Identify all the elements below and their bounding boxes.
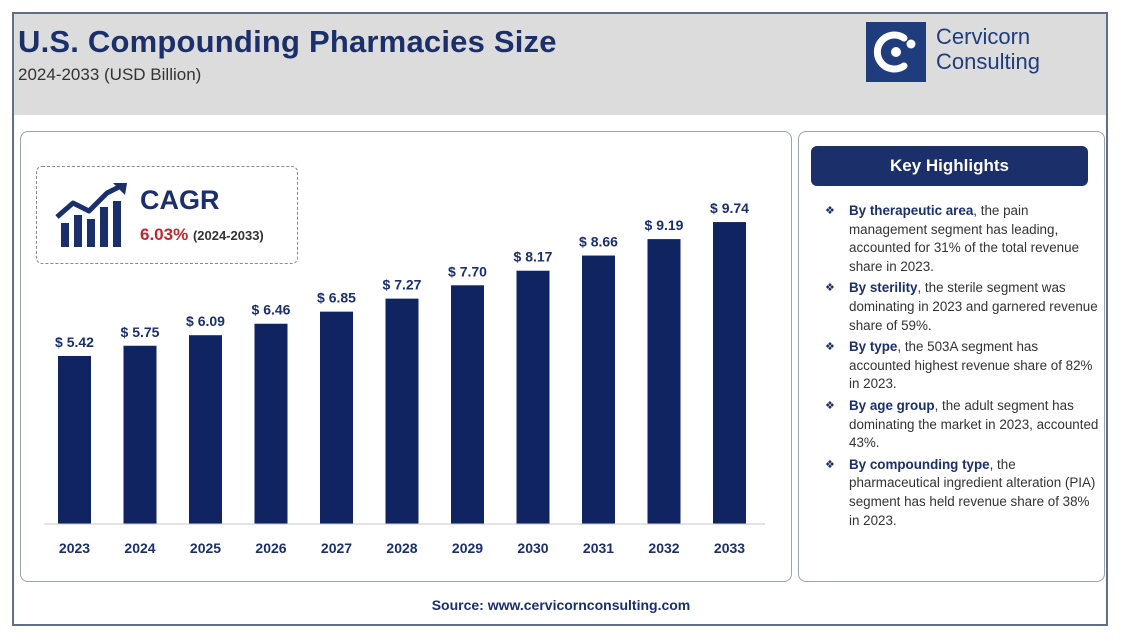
- bar-2033: [713, 222, 746, 524]
- highlight-item: ❖ By age group, the adult segment has dom…: [811, 397, 1099, 453]
- data-label: $ 5.75: [121, 324, 160, 340]
- bar-group: $ 5.42 2023 $ 5.75 2024 $ 6.09 2025 $ 6.46 2026…: [55, 200, 749, 556]
- highlight-item: ❖ By type, the 503A segment has accounted…: [811, 338, 1099, 394]
- diamond-bullet-icon: ❖: [825, 341, 835, 354]
- x-tick-label: 2029: [452, 540, 483, 556]
- bar-2030: [516, 270, 550, 524]
- diamond-bullet-icon: ❖: [825, 282, 835, 295]
- data-label: $ 5.42: [55, 334, 94, 350]
- highlight-bold: By sterility: [849, 280, 918, 296]
- highlight-text: , the sterile segment was dominating in …: [849, 280, 1098, 333]
- brand-logo-icon: [866, 22, 926, 82]
- x-tick-label: 2024: [124, 540, 155, 556]
- brand-name-line1: Cervicorn: [936, 24, 1031, 49]
- highlight-item: ❖ By therapeutic area, the pain managemen…: [811, 202, 1099, 276]
- cagr-card: CAGR 6.03% (2024-2033): [36, 166, 298, 264]
- logo-mark-icon: [873, 31, 916, 73]
- highlight-item: ❖ By sterility, the sterile segment was d…: [811, 279, 1099, 335]
- highlight-bold: By type: [849, 339, 898, 355]
- source-credit: Source: www.cervicornconsulting.com: [431, 597, 691, 613]
- cagr-period: (2024-2033): [192, 228, 264, 243]
- x-tick-label: 2033: [714, 540, 745, 556]
- diamond-bullet-icon: ❖: [825, 458, 835, 471]
- data-label: $ 6.85: [317, 290, 356, 306]
- bar-2028: [385, 298, 419, 524]
- bar-2032: [647, 239, 681, 525]
- data-label: $ 9.19: [645, 217, 684, 233]
- x-tick-label: 2023: [59, 540, 90, 556]
- highlight-item: ❖ By compounding type, the pharmaceutical…: [811, 456, 1099, 530]
- x-tick-label: 2026: [255, 540, 286, 556]
- growth-chart-icon: [55, 183, 127, 247]
- highlight-text: , the 503A segment has accounted highest…: [849, 339, 1093, 392]
- highlights-list: ❖ By therapeutic area, the pain managemen…: [811, 202, 1099, 533]
- bar-2031: [582, 255, 615, 525]
- brand-name: Cervicorn Consulting: [936, 24, 1040, 74]
- highlight-bold: By age group: [849, 397, 935, 413]
- data-label: $ 6.09: [186, 313, 225, 329]
- bar-2024: [123, 345, 157, 524]
- data-label: $ 7.27: [383, 277, 422, 293]
- x-tick-label: 2032: [648, 540, 679, 556]
- brand-name-line2: Consulting: [936, 49, 1040, 74]
- page-title: U.S. Compounding Pharmacies Size: [18, 24, 557, 59]
- diamond-bullet-icon: ❖: [825, 399, 835, 412]
- cagr-label: CAGR: [140, 185, 220, 215]
- data-label: $ 8.17: [514, 249, 553, 265]
- highlight-text: , the pain management segment has leadin…: [849, 203, 1080, 274]
- highlight-text: , the pharmaceutical ingredient alterati…: [849, 456, 1096, 528]
- data-label: $ 9.74: [710, 200, 749, 216]
- highlight-bold: By therapeutic area: [849, 203, 974, 218]
- highlights-panel: Key Highlights ❖ By therapeutic area, the…: [798, 131, 1105, 582]
- x-tick-label: 2025: [190, 540, 221, 556]
- bar-2029: [451, 285, 484, 524]
- cagr-value: 6.03%: [140, 225, 189, 244]
- x-tick-label: 2028: [386, 540, 417, 556]
- bar-2027: [320, 311, 353, 524]
- bar-2023: [58, 355, 91, 524]
- highlights-title: Key Highlights: [811, 146, 1088, 186]
- x-tick-label: 2031: [583, 540, 614, 556]
- highlight-text: , the adult segment has dominating the m…: [849, 397, 1099, 451]
- x-tick-label: 2027: [321, 540, 352, 556]
- page-subtitle: 2024-2033 (USD Billion): [18, 65, 202, 84]
- data-label: $ 8.66: [579, 234, 618, 250]
- diamond-bullet-icon: ❖: [825, 205, 835, 217]
- bar-2025: [189, 335, 222, 524]
- x-tick-label: 2030: [517, 540, 548, 556]
- highlight-bold: By compounding type: [849, 456, 990, 472]
- bar-2026: [254, 323, 288, 524]
- cagr-value-line: 6.03% (2024-2033): [140, 225, 264, 245]
- data-label: $ 7.70: [448, 263, 487, 279]
- data-label: $ 6.46: [252, 302, 291, 318]
